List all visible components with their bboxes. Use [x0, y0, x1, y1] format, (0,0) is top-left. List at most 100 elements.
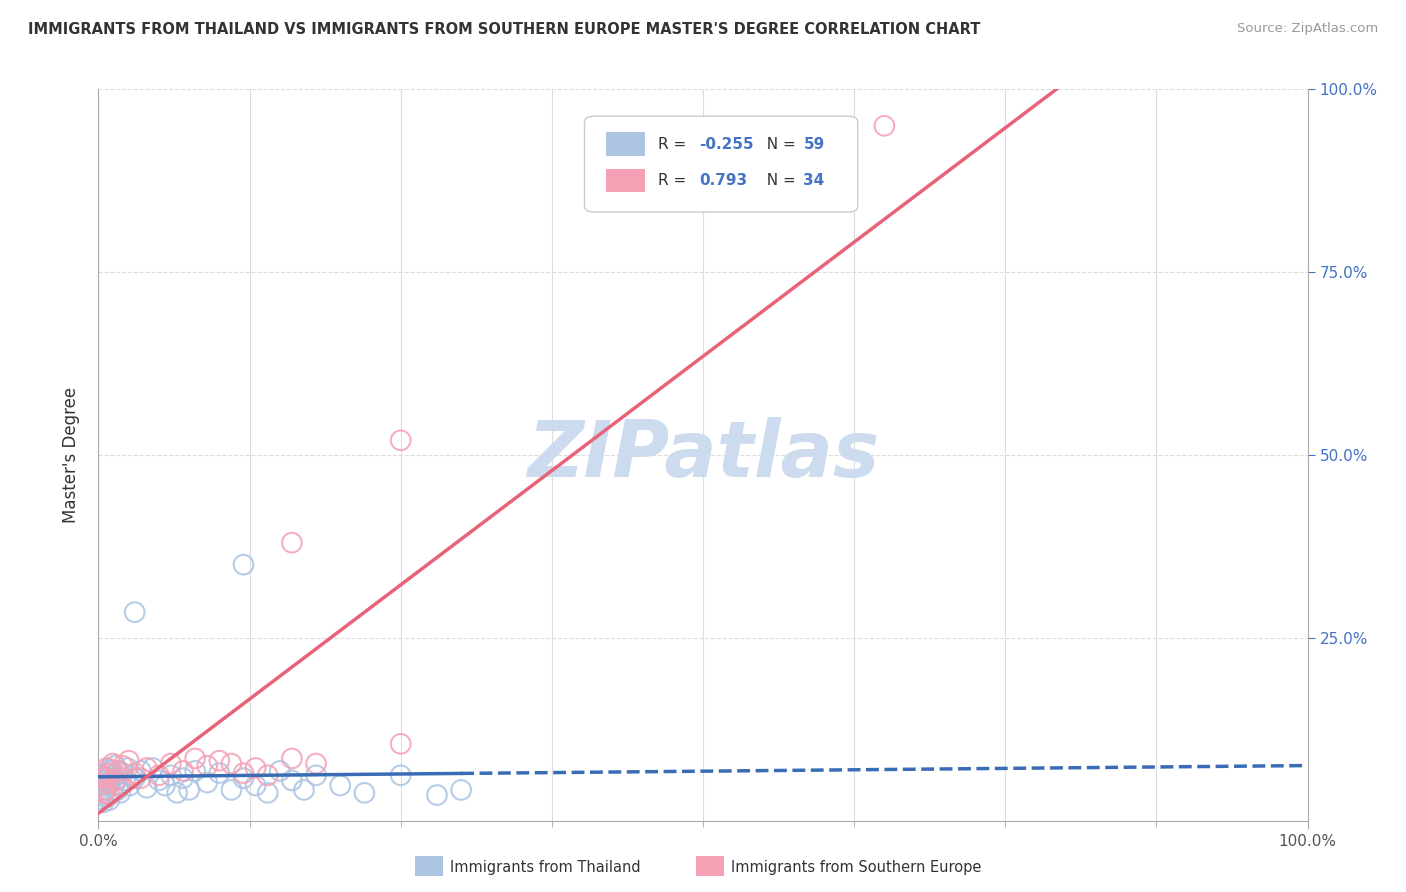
Point: [121, 768, 143, 782]
Point: [353, 786, 375, 800]
Point: [97, 779, 120, 793]
Point: [148, 768, 170, 782]
Point: [389, 737, 412, 751]
Point: [142, 761, 165, 775]
Point: [135, 780, 157, 795]
Point: [94, 783, 117, 797]
Point: [172, 764, 194, 778]
Point: [292, 783, 315, 797]
Point: [90, 784, 112, 798]
Point: [148, 773, 170, 788]
Point: [160, 756, 183, 771]
Point: [245, 779, 267, 793]
Point: [105, 773, 128, 788]
Point: [117, 761, 139, 775]
Point: [281, 773, 304, 788]
Point: [389, 768, 412, 782]
Text: Source: ZipAtlas.com: Source: ZipAtlas.com: [1237, 22, 1378, 36]
Text: 0.793: 0.793: [699, 173, 748, 188]
FancyBboxPatch shape: [585, 116, 858, 212]
Point: [114, 773, 136, 788]
Point: [208, 754, 231, 768]
Point: [153, 779, 176, 793]
Point: [101, 756, 124, 771]
Point: [118, 779, 141, 793]
Point: [111, 766, 134, 780]
Point: [184, 751, 207, 765]
Text: R =: R =: [658, 173, 692, 188]
Point: [91, 788, 114, 802]
Point: [124, 766, 146, 780]
Point: [93, 771, 115, 785]
Point: [94, 783, 117, 797]
Point: [124, 771, 146, 785]
Text: N =: N =: [758, 173, 801, 188]
Point: [100, 768, 122, 782]
Point: [232, 766, 254, 780]
Point: [221, 756, 243, 771]
Point: [256, 786, 278, 800]
Text: 59: 59: [803, 136, 824, 152]
Point: [281, 535, 304, 549]
Text: N =: N =: [758, 136, 801, 152]
Point: [208, 766, 231, 780]
Point: [93, 786, 115, 800]
Point: [221, 783, 243, 797]
Point: [232, 558, 254, 572]
Point: [184, 764, 207, 778]
Point: [96, 761, 118, 775]
Point: [329, 779, 352, 793]
Point: [98, 793, 121, 807]
Point: [129, 764, 152, 778]
Point: [96, 790, 118, 805]
Text: -0.255: -0.255: [699, 136, 754, 152]
Point: [91, 780, 114, 795]
Point: [103, 779, 125, 793]
Point: [389, 434, 412, 448]
Point: [426, 788, 449, 802]
Text: Immigrants from Thailand: Immigrants from Thailand: [450, 860, 641, 874]
Point: [98, 788, 121, 802]
Point: [108, 764, 131, 778]
Point: [104, 773, 127, 788]
Point: [94, 773, 117, 788]
Y-axis label: Master's Degree: Master's Degree: [62, 387, 80, 523]
Point: [91, 786, 114, 800]
Point: [107, 783, 129, 797]
Point: [256, 768, 278, 782]
Point: [89, 791, 111, 805]
Point: [108, 779, 131, 793]
Point: [129, 771, 152, 785]
Text: ZIPatlas: ZIPatlas: [527, 417, 879, 493]
Text: 34: 34: [803, 173, 824, 188]
Point: [90, 779, 112, 793]
Bar: [606, 132, 645, 156]
Point: [107, 764, 129, 778]
Point: [97, 775, 120, 789]
Point: [160, 768, 183, 782]
Point: [873, 119, 896, 133]
Point: [195, 758, 218, 772]
Point: [101, 771, 124, 785]
Bar: [606, 169, 645, 193]
Point: [98, 771, 121, 785]
Point: [100, 766, 122, 780]
Point: [97, 763, 120, 777]
Text: IMMIGRANTS FROM THAILAND VS IMMIGRANTS FROM SOUTHERN EUROPE MASTER'S DEGREE CORR: IMMIGRANTS FROM THAILAND VS IMMIGRANTS F…: [28, 22, 980, 37]
Point: [108, 786, 131, 800]
Point: [166, 786, 188, 800]
Point: [305, 756, 328, 771]
Point: [172, 771, 194, 785]
Point: [179, 783, 201, 797]
Point: [195, 775, 218, 789]
Point: [111, 758, 134, 772]
Point: [93, 770, 115, 784]
Point: [232, 771, 254, 785]
Point: [135, 761, 157, 775]
Point: [104, 758, 127, 772]
Point: [91, 768, 114, 782]
Point: [118, 754, 141, 768]
Point: [281, 751, 304, 765]
Point: [124, 605, 146, 619]
Point: [245, 761, 267, 775]
